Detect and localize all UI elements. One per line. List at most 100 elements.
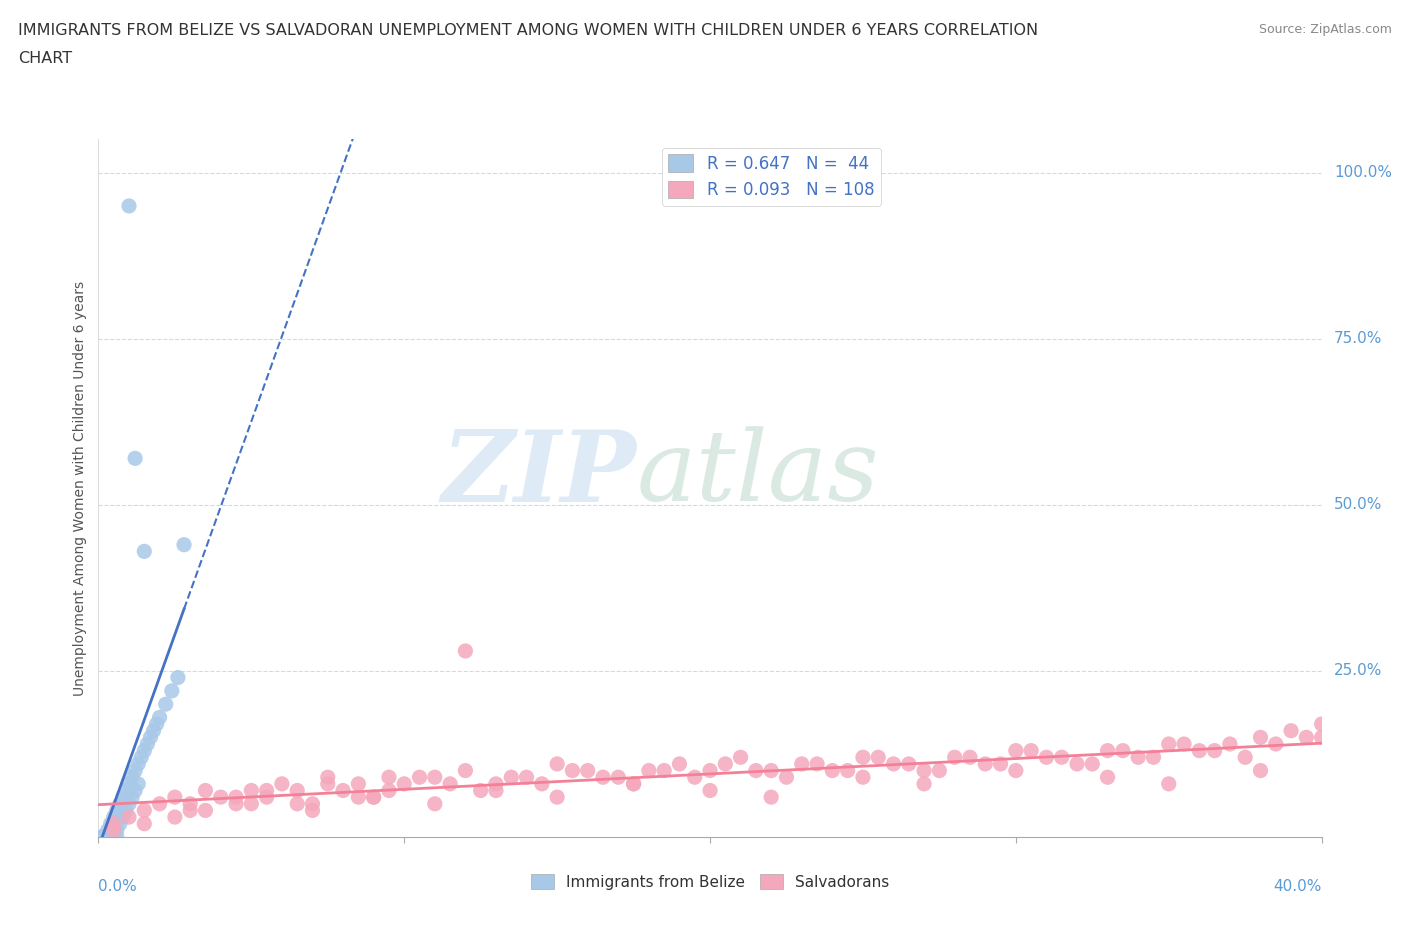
Point [439,777,461,791]
Point [179,803,201,817]
Point [97,830,120,844]
Point [1234,750,1257,764]
Point [607,770,630,785]
Point [454,644,477,658]
Point [105,823,128,838]
Point [699,764,721,778]
Point [1157,777,1180,791]
Point [623,777,645,791]
Point [103,830,125,844]
Point [100,823,122,838]
Point [668,756,690,771]
Point [155,697,177,711]
Point [1019,743,1042,758]
Point [485,783,508,798]
Text: 40.0%: 40.0% [1274,879,1322,894]
Point [1249,764,1271,778]
Point [90,830,112,844]
Point [912,764,935,778]
Point [93,830,115,844]
Point [1097,743,1119,758]
Point [103,823,125,838]
Point [129,750,152,764]
Point [194,803,217,817]
Point [111,810,134,825]
Point [285,796,308,811]
Point [1157,737,1180,751]
Point [852,750,875,764]
Point [225,796,247,811]
Point [837,764,859,778]
Point [730,750,752,764]
Point [1279,724,1302,738]
Point [225,790,247,804]
Point [124,451,146,466]
Point [256,783,278,798]
Point [134,743,156,758]
Point [108,817,131,831]
Point [163,810,186,825]
Text: atlas: atlas [637,427,879,522]
Point [897,756,920,771]
Point [149,796,172,811]
Point [378,783,401,798]
Point [194,783,217,798]
Point [332,783,354,798]
Point [118,198,141,213]
Point [883,756,905,771]
Point [1081,756,1104,771]
Point [1142,750,1164,764]
Point [285,783,308,798]
Point [149,710,172,724]
Point [108,796,131,811]
Point [90,830,112,844]
Point [163,790,186,804]
Point [93,830,115,844]
Point [1112,743,1135,758]
Text: 0.0%: 0.0% [98,879,138,894]
Y-axis label: Unemployment Among Women with Children Under 6 years: Unemployment Among Women with Children U… [73,281,87,696]
Point [127,756,149,771]
Point [1264,737,1286,751]
Point [1004,764,1026,778]
Text: 25.0%: 25.0% [1334,663,1382,678]
Point [959,750,981,764]
Point [124,783,146,798]
Point [121,770,143,785]
Point [301,803,323,817]
Point [256,790,278,804]
Text: Source: ZipAtlas.com: Source: ZipAtlas.com [1258,23,1392,36]
Point [546,756,568,771]
Point [623,777,645,791]
Point [745,764,768,778]
Point [1188,743,1211,758]
Text: 75.0%: 75.0% [1334,331,1382,346]
Point [363,790,385,804]
Point [485,777,508,791]
Text: 100.0%: 100.0% [1334,166,1392,180]
Point [134,817,156,831]
Point [990,756,1012,771]
Point [637,764,661,778]
Point [209,790,232,804]
Point [699,783,721,798]
Point [1219,737,1241,751]
Point [316,770,339,785]
Point [592,770,614,785]
Point [806,756,828,771]
Point [943,750,966,764]
Point [775,770,797,785]
Point [105,830,128,844]
Point [111,790,134,804]
Point [912,777,935,791]
Point [347,790,370,804]
Point [516,770,538,785]
Point [423,770,446,785]
Point [790,756,813,771]
Point [868,750,890,764]
Point [270,777,292,791]
Point [118,796,141,811]
Point [1035,750,1057,764]
Point [652,764,675,778]
Point [173,538,195,552]
